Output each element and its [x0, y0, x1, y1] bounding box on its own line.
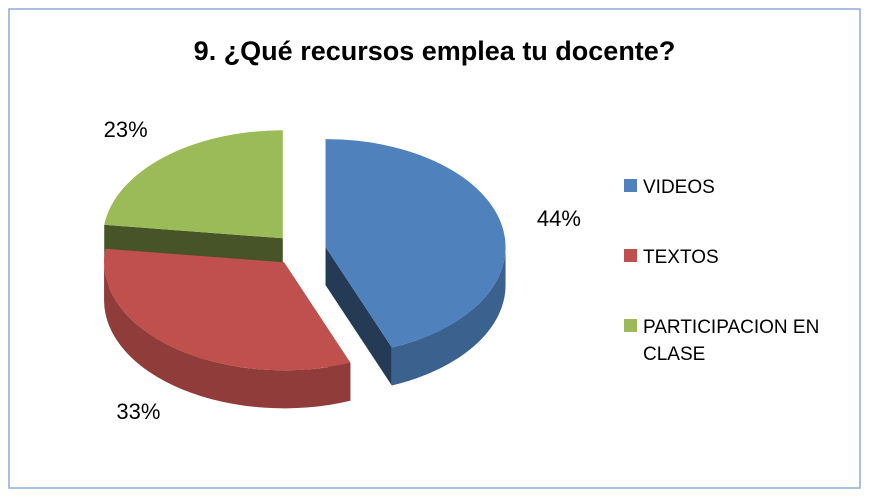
- data-label: 23%: [104, 117, 148, 142]
- legend-item: PARTICIPACION EN CLASE: [624, 314, 864, 368]
- slice: [104, 248, 351, 371]
- chart-title: 9. ¿Qué recursos emplea tu docente?: [193, 36, 676, 66]
- legend-swatch: [624, 319, 637, 332]
- legend-swatch: [624, 179, 637, 192]
- data-label: 44%: [537, 206, 581, 231]
- legend-item: VIDEOS: [624, 174, 864, 201]
- legend-item: TEXTOS: [624, 244, 864, 271]
- legend-label: PARTICIPACION EN CLASE: [643, 317, 820, 365]
- slice-rim: [104, 262, 351, 409]
- slice-side: [325, 247, 392, 386]
- slice: [325, 139, 506, 348]
- slice: [104, 130, 283, 239]
- pie: 44% 33% 23%: [104, 117, 581, 424]
- legend-label: TEXTOS: [643, 247, 719, 268]
- data-label: 33%: [116, 399, 160, 424]
- slice-rim: [391, 247, 506, 386]
- legend-label: VIDEOS: [643, 177, 715, 198]
- legend-swatch: [624, 249, 637, 262]
- legend: VIDEOS TEXTOS PARTICIPACION EN CLASE: [624, 174, 864, 411]
